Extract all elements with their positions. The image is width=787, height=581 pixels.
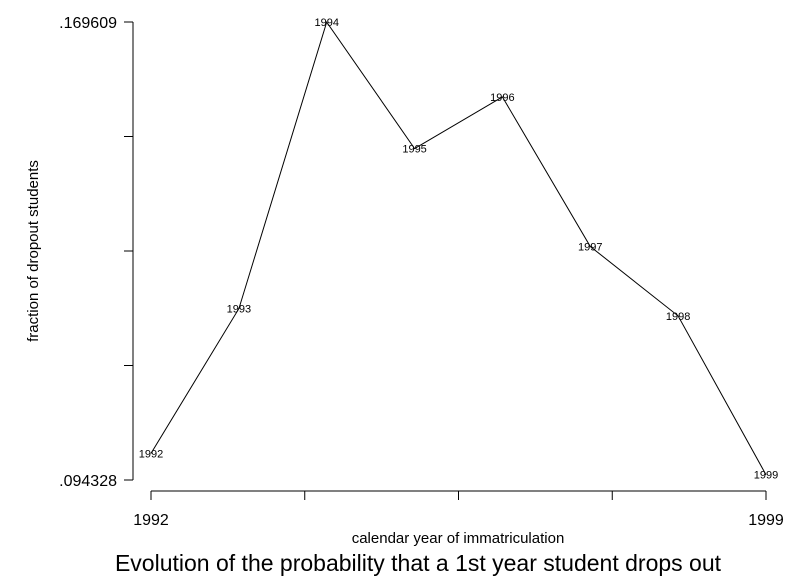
data-point-label: 1993	[227, 304, 251, 316]
x-axis-title: calendar year of immatriculation	[352, 530, 565, 547]
x-tick-label: 1992	[133, 512, 169, 529]
y-axis-title: fraction of dropout students	[25, 160, 42, 342]
data-point-label: 1997	[578, 242, 602, 254]
data-point-label: 1992	[139, 448, 163, 460]
y-tick-label: .094328	[59, 473, 117, 490]
y-tick-label: .169609	[59, 15, 117, 32]
axes	[132, 22, 766, 492]
series-line	[150, 20, 767, 475]
x-ticks: 1992 1999	[133, 491, 784, 529]
plot-area: 1992 1993 1994 1995 1996 1997 1998 1999	[139, 17, 778, 482]
data-point-label: 1998	[666, 311, 690, 323]
data-point-label: 1996	[490, 92, 514, 104]
chart-title: Evolution of the probability that a 1st …	[115, 550, 722, 576]
y-ticks: .094328 .169609	[59, 15, 133, 490]
data-point-label: 1995	[402, 144, 426, 156]
data-point-label: 1994	[314, 17, 338, 29]
x-tick-label: 1999	[748, 512, 784, 529]
data-point-label: 1999	[754, 470, 778, 482]
